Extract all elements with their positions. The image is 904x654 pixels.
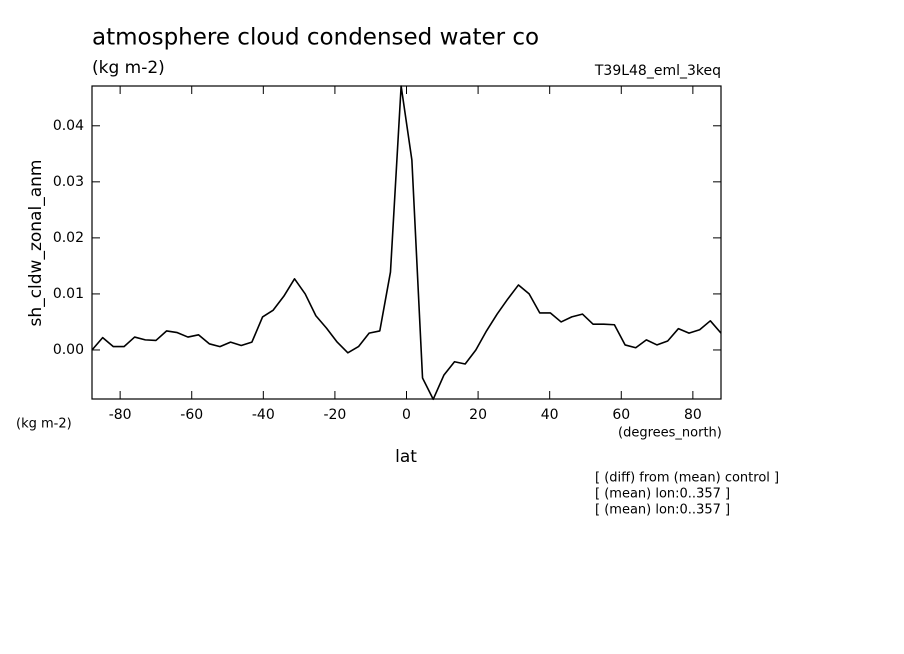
chart-title: atmosphere cloud condensed water co xyxy=(92,25,539,51)
x-tick-label: -80 xyxy=(109,407,132,423)
x-tick-label: -40 xyxy=(252,407,275,423)
y-tick-label: 0.04 xyxy=(53,118,84,134)
x-tick-label: 20 xyxy=(469,407,487,423)
x-tick-label: 0 xyxy=(402,407,411,423)
data-line xyxy=(91,85,722,401)
x-tick-label: 60 xyxy=(612,407,630,423)
y-axis-label: sh_cldw_zonal_anm xyxy=(26,160,46,327)
x-tick-label: -20 xyxy=(323,407,346,423)
x-tick-label: 80 xyxy=(684,407,702,423)
y-tick-label: 0.00 xyxy=(53,342,84,358)
y-tick-label: 0.03 xyxy=(53,174,84,190)
note: [ (mean) lon:0..357 ] xyxy=(595,487,730,502)
dataset: T39L48_eml_3keq xyxy=(594,63,721,79)
units: (kg m-2) xyxy=(92,58,165,78)
note: [ (diff) from (mean) control ] xyxy=(595,471,779,486)
x-tick-label: 40 xyxy=(541,407,559,423)
y-units: (kg m-2) xyxy=(16,417,72,432)
y-tick-label: 0.01 xyxy=(53,286,84,302)
y-tick-label: 0.02 xyxy=(53,230,84,246)
note: [ (mean) lon:0..357 ] xyxy=(595,503,730,518)
x-axis-label: lat xyxy=(395,447,417,467)
x-units: (degrees_north) xyxy=(618,426,722,441)
x-tick-label: -60 xyxy=(180,407,203,423)
